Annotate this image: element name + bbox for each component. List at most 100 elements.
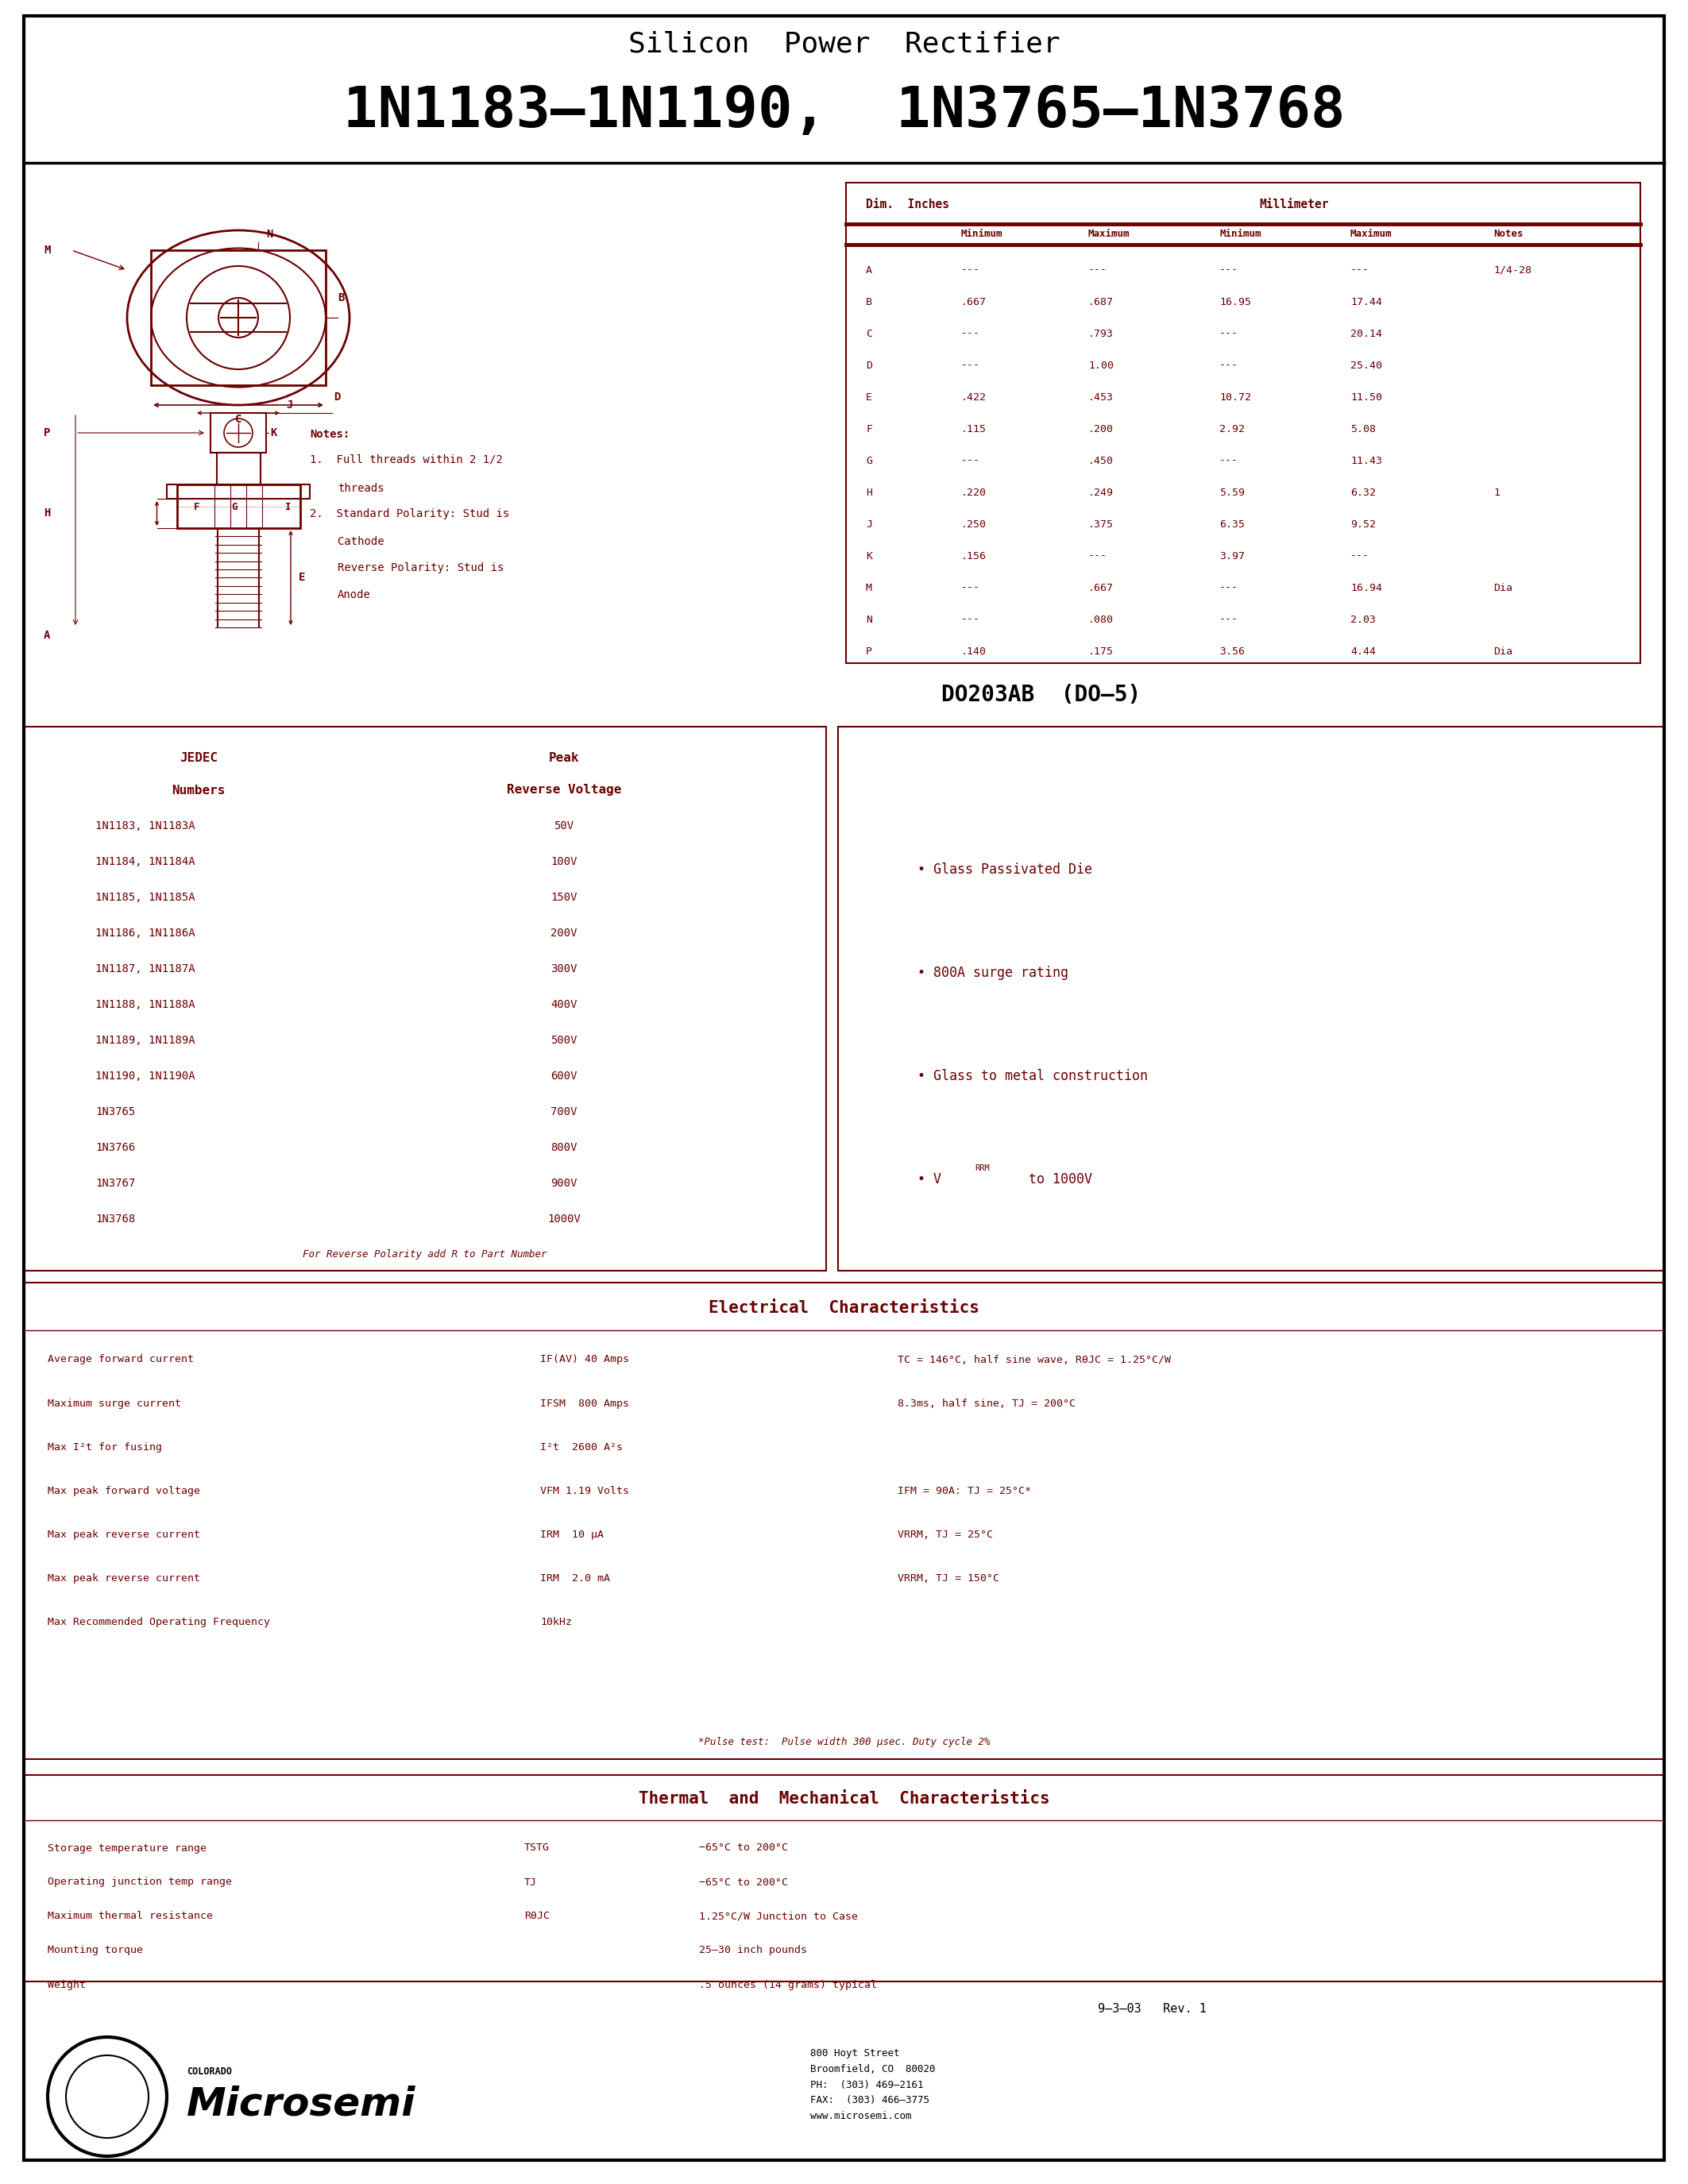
Text: Millimeter: Millimeter	[1259, 199, 1328, 212]
Text: Thermal  and  Mechanical  Characteristics: Thermal and Mechanical Characteristics	[638, 1791, 1050, 1806]
Text: .200: .200	[1089, 424, 1114, 435]
Text: A: A	[44, 629, 51, 640]
Text: 200V: 200V	[550, 928, 577, 939]
Text: Microsemi: Microsemi	[187, 2086, 415, 2123]
Text: TJ: TJ	[525, 1876, 537, 1887]
Text: ---: ---	[1219, 264, 1239, 275]
Text: Maximum: Maximum	[1350, 229, 1393, 240]
Text: J: J	[866, 520, 873, 529]
Text: 150V: 150V	[550, 891, 577, 902]
Text: .375: .375	[1089, 520, 1114, 529]
Bar	[846, 183, 1641, 664]
Text: 1.00: 1.00	[1089, 360, 1114, 371]
Text: N: N	[267, 229, 273, 240]
Bar	[24, 1282, 1664, 1758]
Text: 8.3ms, half sine, TJ = 200°C: 8.3ms, half sine, TJ = 200°C	[898, 1398, 1075, 1409]
Text: 2.03: 2.03	[1350, 614, 1376, 625]
Text: Notes:: Notes:	[311, 428, 349, 439]
Text: ---: ---	[1219, 456, 1239, 465]
Text: Electrical  Characteristics: Electrical Characteristics	[709, 1299, 979, 1317]
Text: 6.35: 6.35	[1219, 520, 1244, 529]
Bar	[24, 1776, 1664, 1981]
Text: G: G	[231, 502, 238, 511]
Bar	[150, 251, 326, 384]
Text: to 1000V: to 1000V	[1021, 1173, 1092, 1186]
Text: B: B	[866, 297, 873, 308]
Text: 1N1187, 1N1187A: 1N1187, 1N1187A	[95, 963, 196, 974]
Text: 3.56: 3.56	[1219, 646, 1244, 657]
Text: Storage temperature range: Storage temperature range	[47, 1843, 206, 1854]
Text: COLORADO: COLORADO	[187, 2066, 231, 2077]
Text: For Reverse Polarity add R to Part Number: For Reverse Polarity add R to Part Numbe…	[302, 1249, 547, 1260]
Text: .793: .793	[1089, 328, 1114, 339]
Text: 3.97: 3.97	[1219, 550, 1244, 561]
Text: 1.  Full threads within 2 1/2: 1. Full threads within 2 1/2	[311, 454, 503, 465]
Text: ---: ---	[960, 583, 981, 592]
Text: 700V: 700V	[550, 1107, 577, 1118]
Text: I²t  2600 A²s: I²t 2600 A²s	[540, 1441, 623, 1452]
Text: 9.52: 9.52	[1350, 520, 1376, 529]
Text: TC = 146°C, half sine wave, RθJC = 1.25°C/W: TC = 146°C, half sine wave, RθJC = 1.25°…	[898, 1354, 1171, 1365]
Text: Max peak reverse current: Max peak reverse current	[47, 1529, 201, 1540]
Text: .687: .687	[1089, 297, 1114, 308]
Text: ---: ---	[960, 264, 981, 275]
Text: ---: ---	[1219, 360, 1239, 371]
Text: Mounting torque: Mounting torque	[47, 1946, 143, 1955]
Text: H: H	[866, 487, 873, 498]
Text: Reverse Polarity: Stud is: Reverse Polarity: Stud is	[338, 561, 505, 574]
Text: ---: ---	[960, 328, 981, 339]
Text: .175: .175	[1089, 646, 1114, 657]
Text: C: C	[866, 328, 873, 339]
Text: 6.32: 6.32	[1350, 487, 1376, 498]
Text: 25.40: 25.40	[1350, 360, 1382, 371]
Text: 2.92: 2.92	[1219, 424, 1244, 435]
Text: 500V: 500V	[550, 1035, 577, 1046]
Text: 11.43: 11.43	[1350, 456, 1382, 465]
Text: 4.44: 4.44	[1350, 646, 1376, 657]
Text: M: M	[44, 245, 51, 256]
Text: 600V: 600V	[550, 1070, 577, 1081]
Text: 50V: 50V	[554, 821, 574, 832]
Text: 20.14: 20.14	[1350, 328, 1382, 339]
Text: *Pulse test:  Pulse width 300 μsec. Duty cycle 2%: *Pulse test: Pulse width 300 μsec. Duty …	[699, 1736, 989, 1747]
Text: Operating junction temp range: Operating junction temp range	[47, 1876, 231, 1887]
Text: .5 ounces (14 grams) typical: .5 ounces (14 grams) typical	[699, 1979, 878, 1990]
Text: 1000V: 1000V	[547, 1214, 581, 1225]
Text: • Glass to metal construction: • Glass to metal construction	[918, 1068, 1148, 1083]
Text: • V: • V	[918, 1173, 942, 1186]
Text: 11.50: 11.50	[1350, 391, 1382, 402]
Text: 10.72: 10.72	[1219, 391, 1251, 402]
Text: .450: .450	[1089, 456, 1114, 465]
Text: Max I²t for fusing: Max I²t for fusing	[47, 1441, 162, 1452]
Text: • 800A surge rating: • 800A surge rating	[918, 965, 1069, 981]
Text: • Glass Passivated Die: • Glass Passivated Die	[918, 863, 1092, 876]
Text: TSTG: TSTG	[525, 1843, 550, 1854]
Text: VFM 1.19 Volts: VFM 1.19 Volts	[540, 1485, 630, 1496]
Text: threads: threads	[338, 483, 385, 494]
Text: 800V: 800V	[550, 1142, 577, 1153]
Text: .140: .140	[960, 646, 986, 657]
Text: ---: ---	[960, 614, 981, 625]
Text: .249: .249	[1089, 487, 1114, 498]
Text: 1N1188, 1N1188A: 1N1188, 1N1188A	[95, 998, 196, 1011]
Text: D: D	[866, 360, 873, 371]
Bar	[177, 485, 300, 529]
Text: Minimum: Minimum	[1219, 229, 1261, 240]
Text: 1N1186, 1N1186A: 1N1186, 1N1186A	[95, 928, 196, 939]
Text: ---: ---	[1089, 550, 1107, 561]
Text: K: K	[866, 550, 873, 561]
Text: D: D	[334, 391, 341, 402]
Text: Average forward current: Average forward current	[47, 1354, 194, 1365]
Text: IRM  2.0 mA: IRM 2.0 mA	[540, 1572, 609, 1583]
Text: .422: .422	[960, 391, 986, 402]
Text: Max peak forward voltage: Max peak forward voltage	[47, 1485, 201, 1496]
Bar	[24, 727, 825, 1271]
Text: IRM  10 μA: IRM 10 μA	[540, 1529, 604, 1540]
Text: Maximum thermal resistance: Maximum thermal resistance	[47, 1911, 213, 1922]
Text: 1N3766: 1N3766	[95, 1142, 135, 1153]
Text: J: J	[285, 400, 292, 411]
Text: ---: ---	[1219, 328, 1239, 339]
Text: Cathode: Cathode	[338, 535, 385, 548]
Text: −65°C to 200°C: −65°C to 200°C	[699, 1876, 788, 1887]
Text: Maximum: Maximum	[1089, 229, 1129, 240]
